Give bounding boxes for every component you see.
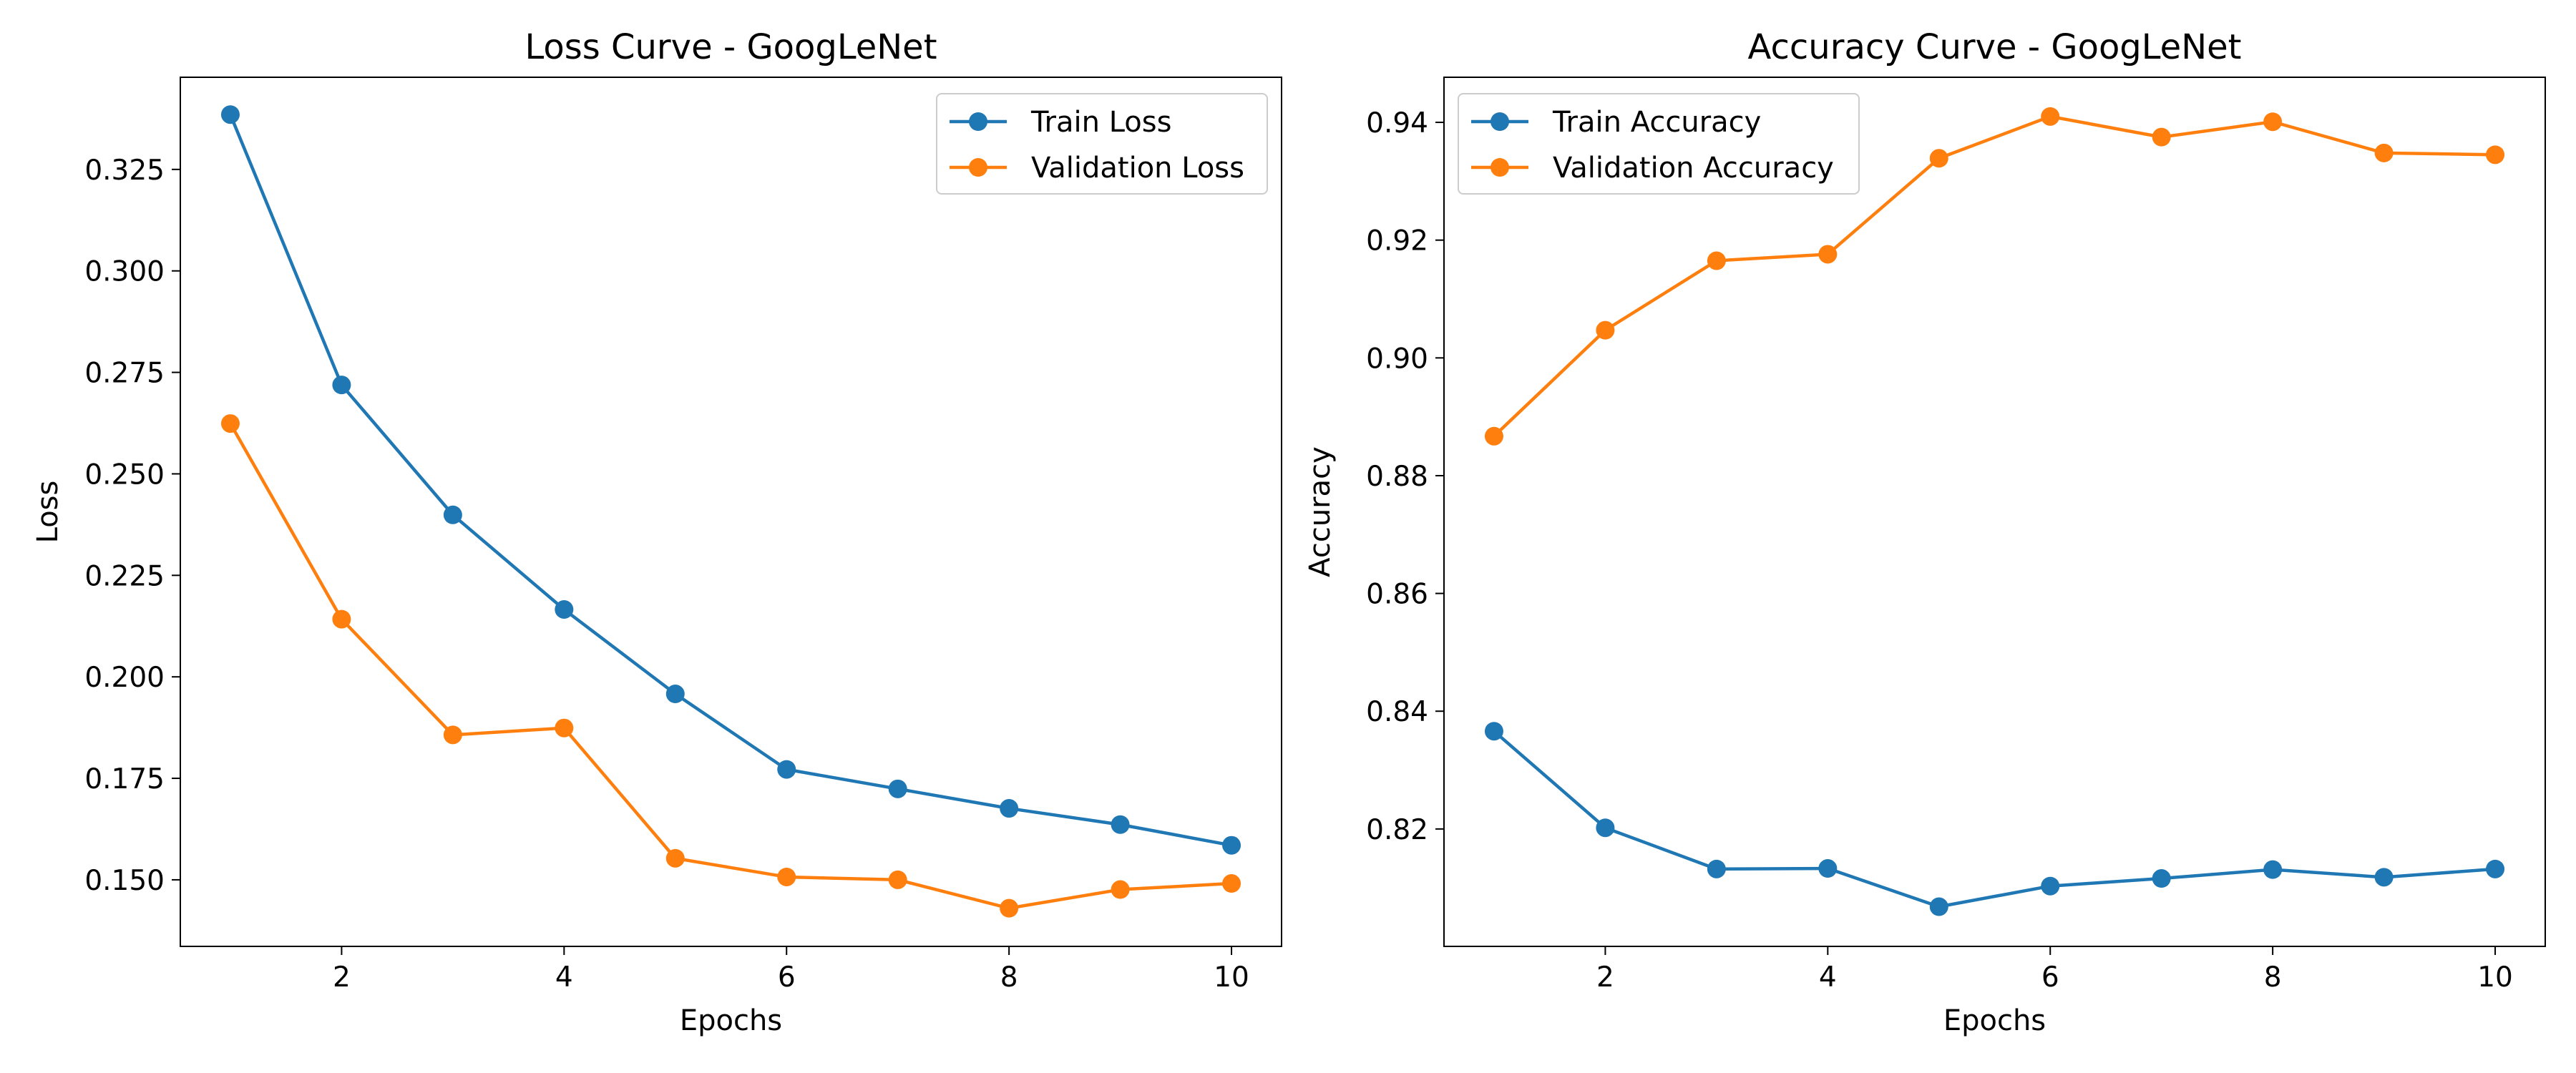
data-point (1222, 836, 1241, 855)
y-tick-label: 0.200 (84, 662, 165, 694)
data-point (1707, 251, 1726, 270)
y-axis-label: Accuracy (1304, 446, 1337, 577)
data-point (1596, 818, 1615, 838)
accuracy-plot-frame (1443, 77, 2546, 947)
loss-legend: Train Loss Validation Loss (936, 93, 1268, 195)
data-point (1818, 859, 1838, 878)
y-tick-label: 0.250 (84, 459, 165, 491)
y-tick-label: 0.88 (1366, 461, 1428, 493)
data-point (220, 105, 240, 124)
data-point (332, 376, 351, 395)
data-point (555, 718, 574, 738)
x-tick-label: 8 (1000, 961, 1018, 994)
data-point (2374, 868, 2394, 887)
x-tick-label: 10 (2477, 961, 2513, 994)
data-point (1222, 874, 1241, 893)
x-axis-label: Epochs (680, 1004, 782, 1037)
legend-box (1458, 93, 1860, 195)
data-point (888, 870, 907, 889)
y-tick-label: 0.82 (1366, 814, 1428, 846)
data-point (1929, 897, 1948, 916)
data-point (2152, 869, 2171, 888)
y-tick-label: 0.84 (1366, 696, 1428, 728)
data-point (1707, 859, 1726, 878)
data-point (2041, 876, 2060, 896)
data-point (2374, 143, 2394, 162)
data-point (777, 760, 796, 779)
data-point (555, 599, 574, 619)
data-point (1000, 799, 1019, 818)
data-point (665, 685, 685, 704)
data-point (1929, 149, 1948, 168)
data-point (665, 848, 685, 868)
data-point (777, 867, 796, 886)
data-point (443, 505, 462, 524)
loss-plot-frame (180, 77, 1282, 947)
y-tick-label: 0.90 (1366, 343, 1428, 375)
legend-label: Validation Loss (1031, 152, 1244, 185)
legend-marker (969, 158, 987, 177)
y-axis-label: Loss (31, 481, 64, 544)
data-point (888, 779, 907, 798)
series-line (228, 114, 1232, 847)
x-tick-label: 4 (1819, 961, 1837, 994)
x-tick-label: 8 (2264, 961, 2282, 994)
data-point (1596, 320, 1615, 340)
series-line (1493, 114, 2496, 438)
y-tick-label: 0.150 (84, 865, 165, 897)
accuracy-chart-title: Accuracy Curve - GoogLeNet (1748, 27, 2242, 67)
legend-box (936, 93, 1268, 195)
x-axis-label: Epochs (1943, 1004, 2046, 1037)
data-point (1818, 245, 1838, 264)
data-point (1484, 426, 1503, 446)
series-loss-0 (220, 105, 1241, 855)
data-point (1000, 898, 1019, 918)
y-tick-label: 0.225 (84, 560, 165, 592)
x-tick-label: 10 (1214, 961, 1249, 994)
y-tick-label: 0.86 (1366, 579, 1428, 611)
y-tick-label: 0.300 (84, 256, 165, 288)
data-point (2486, 859, 2505, 878)
data-point (2263, 112, 2283, 132)
y-tick-label: 0.275 (84, 358, 165, 390)
y-tick-label: 0.92 (1366, 225, 1428, 258)
series-line (1493, 730, 2496, 908)
legend-marker (1491, 112, 1509, 131)
series-loss-1 (220, 414, 1241, 918)
legend-label: Train Loss (1030, 106, 1171, 139)
data-point (2486, 145, 2505, 165)
data-point (332, 609, 351, 629)
series-line (228, 422, 1232, 910)
legend-label: Validation Accuracy (1553, 152, 1834, 185)
loss-chart-panel: 2 4 6 8 10 0.150 0.175 0.200 0.225 0.250 0.275 0.30… (31, 27, 1282, 1037)
x-tick-label: 6 (778, 961, 796, 994)
data-point (2041, 107, 2060, 126)
legend-marker (969, 112, 987, 131)
data-point (443, 725, 462, 745)
data-point (1484, 722, 1503, 741)
y-tick-label: 0.175 (84, 763, 165, 795)
x-tick-label: 2 (1596, 961, 1614, 994)
data-point (220, 414, 240, 433)
accuracy-legend: Train Accuracy Validation Accuracy (1458, 93, 1860, 195)
legend-marker (1491, 158, 1509, 177)
series-accuracy-1 (1484, 107, 2505, 446)
accuracy-chart-panel: 2 4 6 8 10 0.82 0.84 0.86 0.88 0.90 0.92 0.94 Accura… (1304, 27, 2546, 1037)
data-point (2263, 860, 2283, 879)
data-point (1111, 815, 1130, 834)
loss-chart-title: Loss Curve - GoogLeNet (525, 27, 937, 67)
legend-label: Train Accuracy (1552, 106, 1761, 139)
y-tick-label: 0.325 (84, 155, 165, 187)
x-tick-label: 4 (555, 961, 573, 994)
data-point (2152, 127, 2171, 147)
x-tick-label: 6 (2041, 961, 2059, 994)
y-tick-label: 0.94 (1366, 107, 1428, 139)
series-accuracy-0 (1484, 722, 2505, 916)
x-tick-label: 2 (333, 961, 351, 994)
data-point (1111, 880, 1130, 899)
